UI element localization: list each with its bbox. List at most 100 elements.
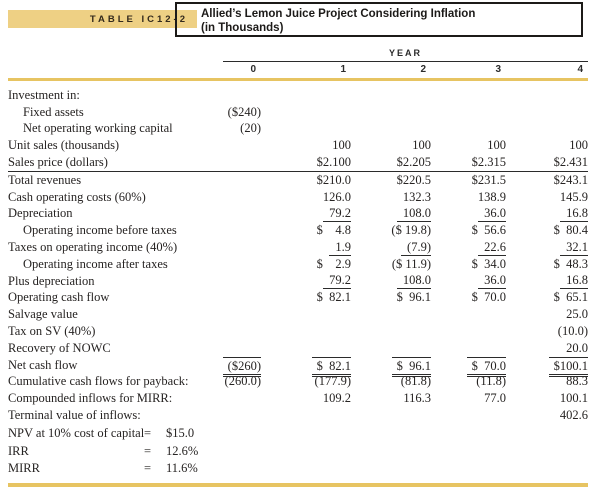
cell-year-1: 79.2 — [261, 206, 351, 222]
cell-value: 77.0 — [484, 391, 506, 406]
table-title-line2: (in Thousands) — [201, 22, 284, 34]
top-gold-rule — [8, 78, 588, 81]
cell-year-1: 109.2 — [261, 391, 351, 406]
table-row: Net cash flow ($260) $ 82.1 $ 96.1 $ 70.0 $10… — [8, 355, 589, 378]
cell-year-3: 36.0 — [431, 273, 506, 290]
cell-value: $2.315 — [471, 155, 506, 170]
cell-year-4: 20.0 — [506, 341, 588, 356]
year-col-header: 3 — [495, 64, 501, 75]
equals-sign: = — [144, 443, 152, 458]
row-label: Fixed assets — [23, 104, 84, 119]
cell-value: $2.205 — [396, 155, 431, 170]
equals-sign: = — [144, 461, 152, 476]
cell-value: 100 — [412, 138, 431, 153]
cell-value: 100.1 — [559, 391, 588, 406]
row-label: Salvage value — [8, 307, 78, 322]
cell-value: 16.8 — [560, 206, 588, 222]
cell-year-4: $2.431 — [506, 155, 588, 170]
cell-value: 32.1 — [560, 240, 588, 256]
cell-value: 100 — [487, 138, 506, 153]
cell-value: 138.9 — [477, 189, 506, 204]
cell-value: $2.431 — [553, 155, 588, 170]
table-row: Operating income after taxes $ 2.9 ($ 11.9… — [8, 256, 588, 273]
row-label: Net operating working capital — [23, 121, 173, 136]
cell-year-2: 108.0 — [351, 206, 431, 222]
cell-value: $ 2.9 — [316, 256, 351, 271]
cell-year-0: ($260) — [201, 355, 262, 378]
cell-value: 16.8 — [560, 273, 588, 290]
cell-year-4: (10.0) — [506, 324, 588, 339]
cell-value: 1.9 — [329, 240, 351, 256]
cell-year-4: $ 48.3 — [506, 257, 588, 272]
cell-value: ($240) — [227, 104, 261, 119]
cell-year-1: $ 4.8 — [261, 223, 351, 238]
cell-year-1: 79.2 — [261, 273, 351, 290]
row-label: Sales price (dollars) — [8, 155, 108, 170]
cell-value: $ 82.1 — [316, 290, 351, 305]
cell-year-1: 126.0 — [261, 190, 351, 205]
row-label: Net cash flow — [8, 357, 78, 372]
cell-value: 100 — [569, 138, 588, 153]
table-title-line1: Allied’s Lemon Juice Project Considering… — [201, 8, 476, 20]
cell-year-3: 77.0 — [431, 391, 506, 406]
cell-year-3: 22.6 — [431, 240, 506, 256]
cell-value: (11.8) — [476, 374, 506, 389]
table-row: Unit sales (thousands) 100 100 100 100 — [8, 137, 588, 154]
table-body: Investment in: Fixed assets ($240) Net oper… — [8, 87, 589, 424]
summary-row: IRR = 12.6% — [8, 442, 588, 460]
summary-row: MIRR = 11.6% — [8, 460, 588, 478]
row-label: Depreciation — [8, 206, 73, 221]
table-tag-label: TABLE IC12-2 — [89, 13, 188, 25]
cell-value: $ 96.1 — [391, 357, 432, 378]
cell-year-4: $243.1 — [506, 173, 588, 188]
cell-year-3: $ 70.0 — [431, 355, 507, 378]
cell-value: $ 34.0 — [471, 256, 506, 271]
cell-year-3: $2.315 — [431, 155, 506, 170]
cell-value: 79.2 — [323, 273, 351, 290]
cell-value: 20.0 — [566, 340, 588, 355]
cell-value: (260.0) — [224, 374, 261, 389]
cell-year-3: 138.9 — [431, 190, 506, 205]
cell-value: 108.0 — [396, 273, 431, 290]
table-row: Cumulative cash flows for payback: (260.0… — [8, 374, 588, 391]
cell-year-2: $220.5 — [351, 173, 431, 188]
cell-value: $210.0 — [316, 172, 351, 187]
table-row: Salvage value 25.0 — [8, 306, 588, 323]
row-label: Unit sales (thousands) — [8, 138, 120, 153]
summary-value: $15.0 — [166, 426, 195, 441]
cell-year-4: 402.6 — [506, 408, 588, 423]
year-column-headers: 0 1 2 3 4 — [8, 62, 588, 77]
cell-value: $ 80.4 — [553, 223, 588, 238]
cell-value: 79.2 — [323, 206, 351, 222]
table-row: Total revenues $210.0 $220.5 $231.5 $243.1 — [8, 172, 588, 189]
table-row: Operating cash flow $ 82.1 $ 96.1 $ 70.0 $ 6… — [8, 290, 588, 307]
table-header: TABLE IC12-2 Allied’s Lemon Juice Projec… — [0, 0, 606, 42]
table-row: Sales price (dollars) $2.100 $2.205 $2.315 $… — [8, 154, 588, 172]
year-axis-label: YEAR — [388, 48, 422, 58]
year-col-header: 1 — [340, 64, 346, 75]
cell-year-1: 100 — [261, 138, 351, 153]
cell-year-1: $2.100 — [261, 155, 351, 170]
cell-year-3: 100 — [431, 138, 506, 153]
cell-value: ($260) — [222, 357, 262, 378]
cash-flow-table: YEAR 0 1 2 3 4 Investment in: Fixed assets ($2… — [8, 42, 589, 424]
cell-value: 126.0 — [322, 189, 351, 204]
table-row: Investment in: — [8, 87, 588, 104]
table-row: Cash operating costs (60%) 126.0 132.3 138.… — [8, 189, 588, 206]
summary-row: NPV at 10% cost of capital = $15.0 — [8, 425, 588, 443]
summary-label: IRR — [8, 443, 29, 458]
cell-year-1: $ 82.1 — [261, 355, 352, 378]
cell-value: $ 70.0 — [471, 290, 506, 305]
cell-value: 25.0 — [566, 307, 588, 322]
cell-year-3: $231.5 — [431, 173, 506, 188]
cell-year-1: $ 82.1 — [261, 290, 351, 305]
cell-year-4: 100 — [506, 138, 588, 153]
cell-value: $ 56.6 — [471, 223, 506, 238]
summary-label: MIRR — [8, 461, 40, 476]
table-row: Net operating working capital (20) — [8, 121, 588, 138]
row-label: Cumulative cash flows for payback: — [8, 374, 189, 389]
cell-year-0: ($240) — [201, 105, 261, 120]
cell-value: 22.6 — [478, 240, 506, 256]
cell-value: 132.3 — [402, 189, 431, 204]
table-row: Tax on SV (40%) (10.0) — [8, 323, 588, 340]
